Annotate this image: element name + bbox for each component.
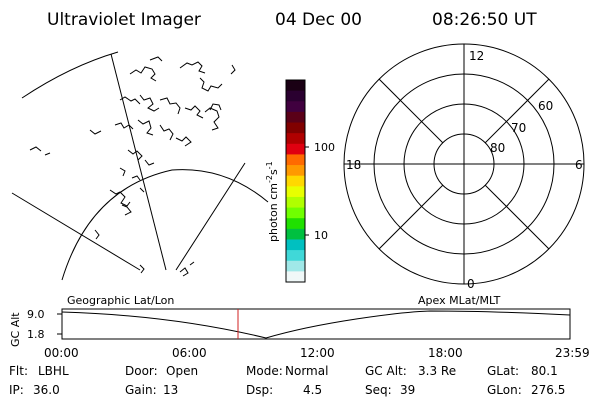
xtick-1200: 12:00 [300, 346, 335, 360]
mlat-label-60: 60 [538, 99, 553, 113]
xtick-2359: 23:59 [555, 346, 590, 360]
meridian-3 [175, 162, 246, 271]
xtick-1800: 18:00 [428, 346, 463, 360]
glon-value: 276.5 [531, 383, 565, 397]
ip-label: IP: [9, 383, 24, 397]
meridian-2 [11, 192, 141, 271]
dsp-label: Dsp: [246, 383, 273, 397]
colorbar-segment [286, 101, 305, 113]
colorbar-segment [286, 165, 305, 177]
seq-label: Seq: [365, 383, 392, 397]
apex-title: Apex MLat/MLT [418, 294, 501, 307]
colorbar-tick-100: 100 [314, 141, 335, 154]
colorbar-segment [286, 133, 305, 145]
lat-circle-inner [61, 169, 269, 281]
colorbar-segment [286, 80, 305, 92]
mlt-label-0: 0 [467, 277, 475, 291]
colorbar-segment [286, 239, 305, 251]
polar-labels: 12 18 6 0 60 70 80 [346, 49, 583, 291]
lat-circle-outer [21, 51, 119, 99]
svg-text:photon cm-2s-1: photon cm-2s-1 [265, 161, 280, 242]
colorbar-segment [286, 196, 305, 209]
colorbar-segment [286, 175, 305, 187]
seq-value: 39 [400, 383, 415, 397]
colorbar-segment [286, 228, 305, 241]
colorbar-segment [286, 250, 305, 262]
colorbar-segment [286, 143, 305, 156]
geographic-title: Geographic Lat/Lon [67, 294, 174, 307]
coastlines [29, 56, 236, 277]
mlt-line-diag-2 [484, 78, 550, 144]
filter-label: Flt: [9, 364, 28, 378]
colorbar-segment [286, 111, 305, 124]
glat-value: 80.1 [531, 364, 558, 378]
mlat-label-80: 80 [490, 141, 505, 155]
xtick-0000: 00:00 [44, 346, 79, 360]
mlt-label-6: 6 [575, 158, 583, 172]
mlt-line-diag-1 [378, 78, 444, 144]
colorbar [285, 79, 309, 283]
door-label: Door: [125, 364, 158, 378]
colorbar-segment [286, 218, 305, 230]
gcalt-label: GC Alt: [365, 364, 407, 378]
ip-value: 36.0 [33, 383, 60, 397]
colorbar-segment [286, 122, 305, 134]
colorbar-tick-10: 10 [314, 229, 328, 242]
colorbar-segment [286, 207, 305, 219]
altitude-plot: 9.0 1.8 GC Alt 00:00 06:00 12:00 18:00 2… [9, 308, 590, 360]
altitude-curve [61, 310, 571, 339]
mode-label: Mode: [246, 364, 283, 378]
gcalt-value: 3.3 Re [418, 364, 456, 378]
altitude-ylabel: GC Alt [9, 312, 22, 347]
altitude-plot-frame [61, 308, 571, 340]
colorbar-segment [286, 271, 305, 283]
geographic-map [11, 51, 269, 281]
mlt-line-diag-2b [378, 184, 444, 250]
time-label: 08:26:50 UT [432, 10, 537, 30]
instrument-title: Ultraviolet Imager [47, 10, 201, 30]
gain-label: Gain: [125, 383, 157, 397]
mlt-label-12: 12 [469, 49, 484, 63]
glat-label: GLat: [487, 364, 519, 378]
glon-label: GLon: [487, 383, 522, 397]
info-panel: Flt: LBHL Door: Open Mode: Normal GC Alt… [9, 364, 565, 397]
colorbar-segment [286, 154, 305, 166]
door-value: Open [166, 364, 198, 378]
colorbar-segment [286, 186, 305, 198]
ytick-1-8: 1.8 [27, 328, 45, 341]
meridian-1 [110, 53, 167, 271]
colorbar-tick-labels: 100 10 [314, 141, 335, 242]
ytick-9: 9.0 [27, 308, 45, 321]
colorbar-segment [286, 90, 305, 102]
mlt-line-diag-1b [484, 184, 550, 250]
xtick-0600: 06:00 [172, 346, 207, 360]
mlt-label-18: 18 [346, 158, 361, 172]
colorbar-label: photon cm-2s-1 [265, 161, 280, 242]
date-label: 04 Dec 00 [275, 10, 362, 30]
colorbar-segment [286, 260, 305, 272]
gain-value: 13 [163, 383, 178, 397]
polar-mlt-plot [343, 43, 585, 285]
filter-value: LBHL [38, 364, 69, 378]
mlat-label-70: 70 [511, 121, 526, 135]
dsp-value: 4.5 [303, 383, 322, 397]
mode-value: Normal [285, 364, 328, 378]
colorbar-frame [285, 79, 306, 283]
